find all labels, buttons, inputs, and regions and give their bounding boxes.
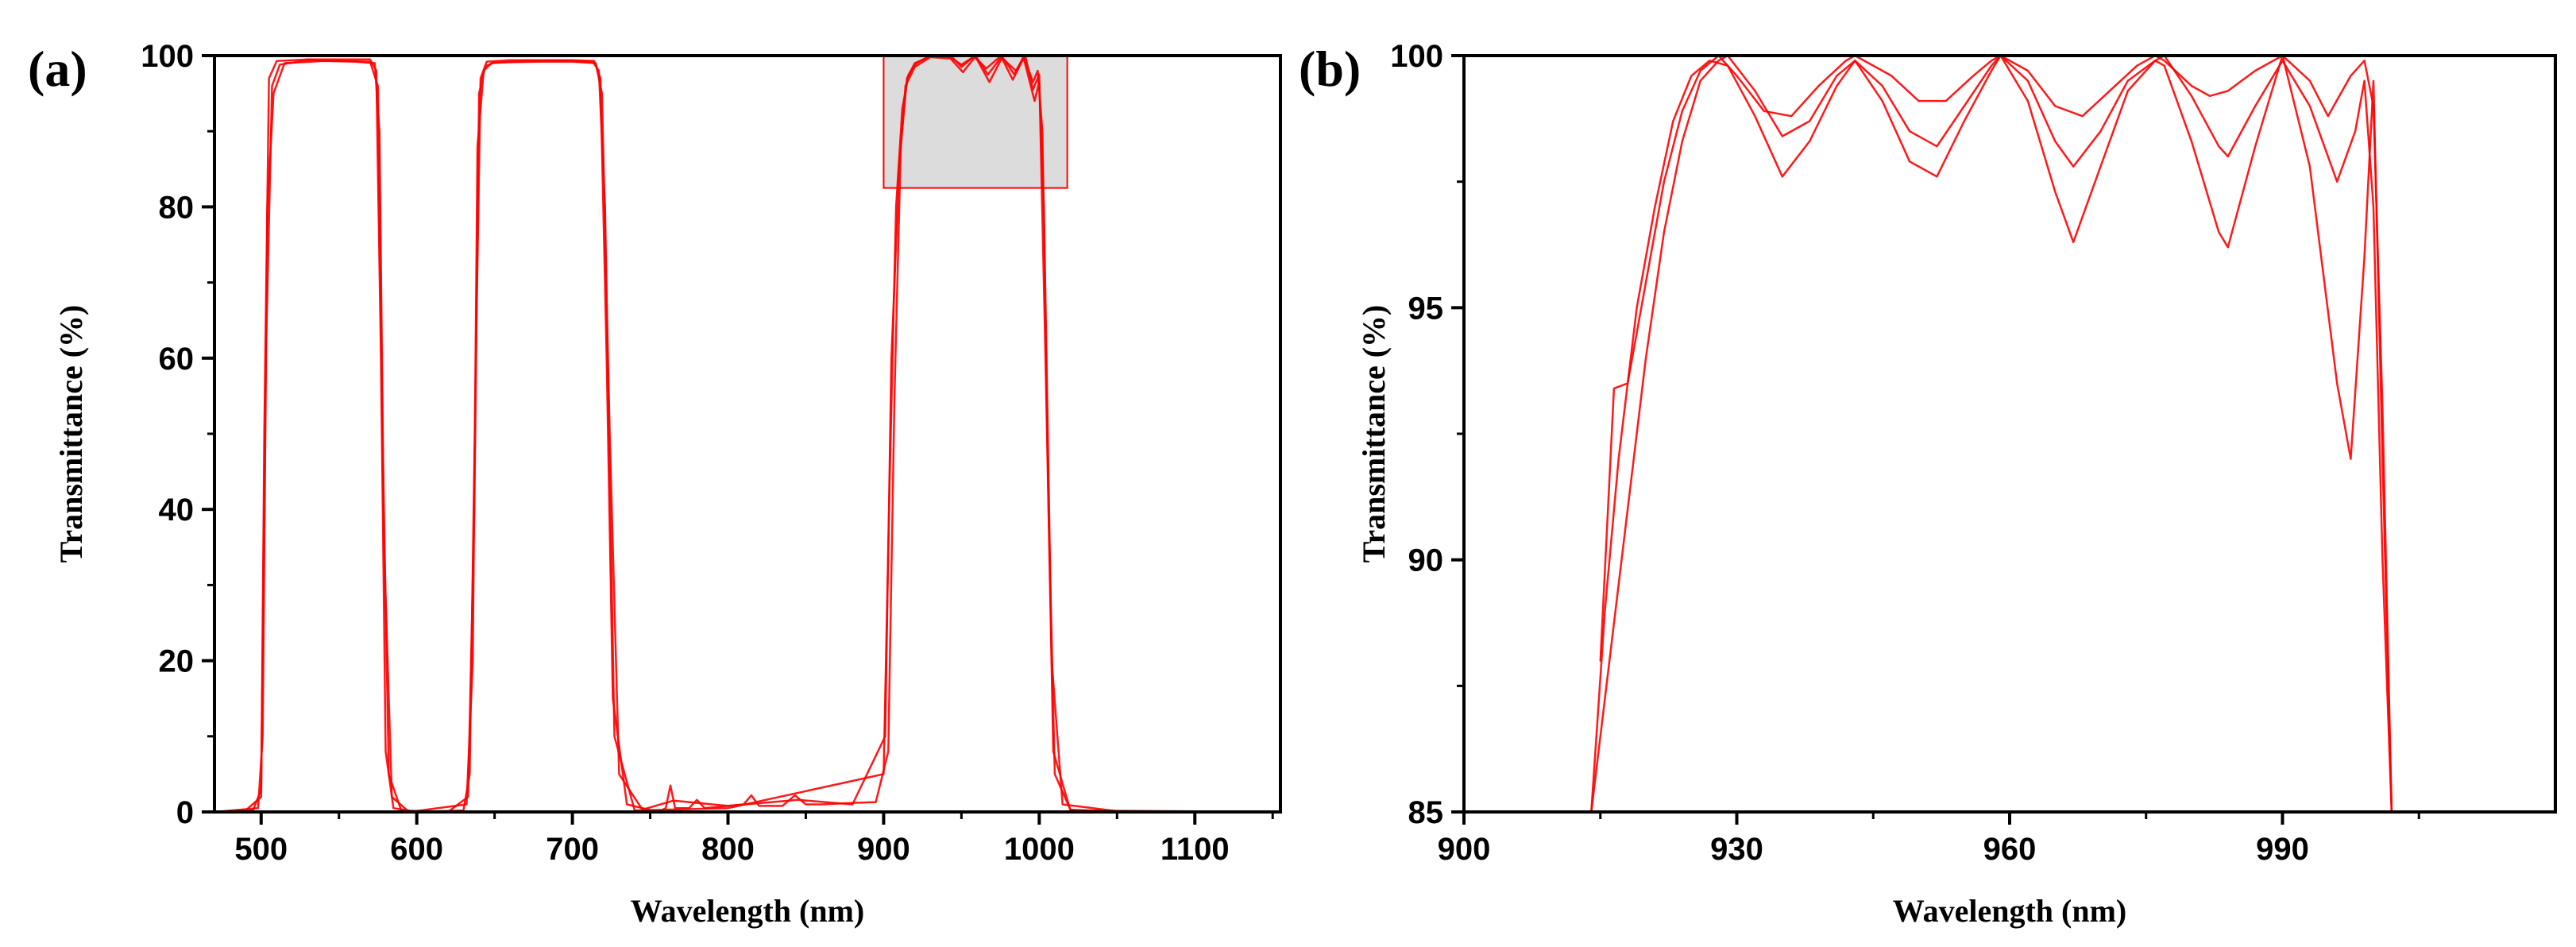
a-series-line-s1 — [214, 56, 1280, 812]
a-axes-frame — [213, 54, 1282, 814]
a-y-tick-label: 100 — [141, 39, 194, 74]
b-x-tick-label: 990 — [2256, 832, 2309, 867]
zoom-highlight-region — [882, 55, 1068, 189]
b-x-tick-label: 960 — [1983, 832, 2037, 867]
a-x-axis-title: Wavelength (nm) — [631, 893, 864, 929]
b-panel-label: (b) — [1299, 41, 1361, 97]
a-y-tick-label: 20 — [159, 644, 195, 679]
a-x-tick-label: 1100 — [1161, 832, 1230, 867]
b-y-tick-label: 95 — [1408, 291, 1444, 326]
a-series-line-s3 — [214, 56, 1280, 812]
b-x-tick-label: 930 — [1710, 832, 1763, 867]
panel-a-chart: 500 600 700 800 900 1000 1100 0 20 40 60 80 100 Wavel… — [28, 39, 1282, 929]
a-y-tick-label: 80 — [159, 190, 195, 225]
a-x-tick-label: 600 — [390, 832, 443, 867]
b-series-line-b3 — [1599, 56, 2393, 812]
a-x-tick-label: 700 — [546, 832, 599, 867]
a-y-tick-label: 0 — [176, 795, 194, 830]
b-y-tick-label: 85 — [1408, 795, 1444, 830]
a-x-tick-label: 800 — [701, 832, 755, 867]
b-y-tick-label: 100 — [1390, 39, 1443, 74]
b-x-axis-title: Wavelength (nm) — [1893, 893, 2126, 929]
a-y-axis-title: Transmittance (%) — [53, 305, 89, 563]
a-x-tick-label: 1000 — [1004, 832, 1075, 867]
b-series-group — [1590, 56, 2393, 812]
b-series-line-b2 — [1590, 56, 2393, 812]
b-axes-frame — [1462, 54, 2557, 814]
a-series-line-s2 — [214, 56, 1280, 812]
a-panel-label: (a) — [28, 41, 87, 97]
a-series-group — [214, 56, 1280, 812]
b-y-tick-label: 90 — [1408, 543, 1444, 578]
panel-b-chart: 900 930 960 990 85 90 95 100 Wavelength (nm) Tran… — [1299, 39, 2557, 929]
a-y-tick-label: 40 — [159, 493, 195, 528]
b-series-line-b1 — [1590, 56, 2393, 812]
a-x-tick-label: 500 — [234, 832, 288, 867]
b-y-axis-title: Transmittance (%) — [1356, 305, 1392, 563]
a-y-tick-label: 60 — [159, 342, 195, 377]
a-x-tick-label: 900 — [857, 832, 910, 867]
b-x-tick-label: 900 — [1438, 832, 1491, 867]
